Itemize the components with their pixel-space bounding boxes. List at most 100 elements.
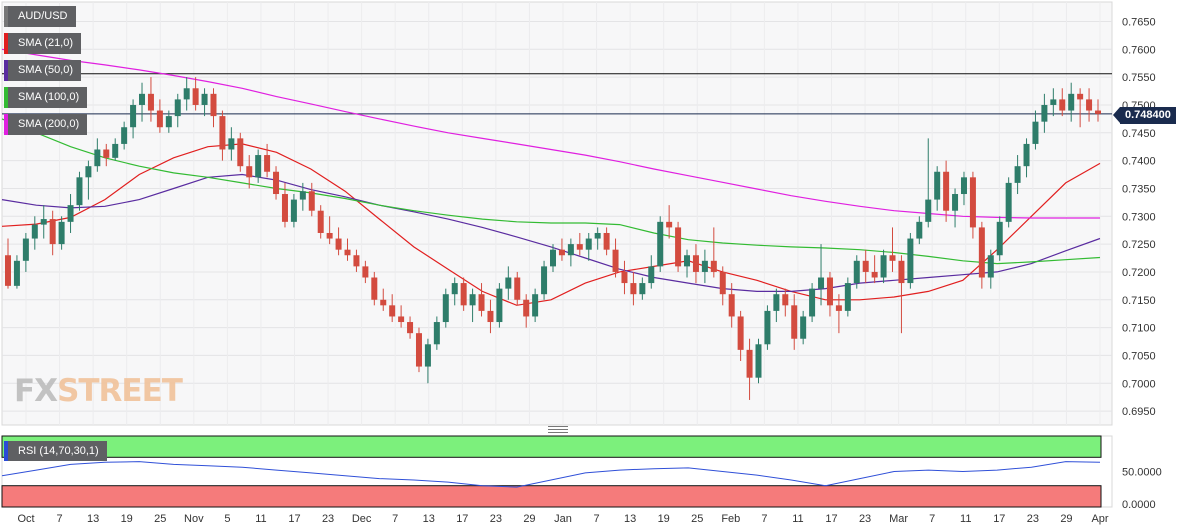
y-tick-label: 0.6950	[1122, 406, 1156, 418]
candle-body	[308, 191, 315, 211]
candle-body	[76, 177, 83, 206]
candle-body	[192, 88, 199, 105]
x-tick-label: 17	[288, 513, 300, 525]
candle-body	[22, 238, 29, 261]
x-tick-label: 29	[1060, 513, 1072, 525]
candle-body	[585, 238, 592, 250]
legend-symbol: AUD/USD	[4, 6, 76, 27]
candle-body	[719, 271, 726, 295]
candle-body	[389, 305, 396, 317]
x-tick-label: Feb	[721, 513, 740, 525]
candle-body	[978, 227, 985, 278]
candle-body	[898, 260, 905, 284]
candle-body	[94, 149, 101, 167]
candle-body	[880, 255, 887, 278]
candle-body	[907, 238, 914, 284]
y-tick-label: 0.7600	[1122, 44, 1156, 56]
candle-body	[675, 227, 682, 267]
x-tick-label: Nov	[184, 513, 204, 525]
candle-body	[219, 116, 226, 150]
candle-body	[514, 277, 521, 300]
x-tick-label: 7	[929, 513, 935, 525]
candle-body	[639, 283, 646, 295]
candle-body	[630, 283, 637, 295]
candle-body	[612, 249, 619, 272]
candle-body	[1032, 121, 1039, 144]
rsi-y-tick-label: 50.0000	[1122, 467, 1162, 479]
candle-body	[889, 255, 896, 261]
candle-body	[692, 255, 699, 272]
x-tick-label: 7	[594, 513, 600, 525]
candle-body	[1068, 93, 1075, 111]
candle-body	[67, 205, 74, 222]
candle-body	[40, 219, 47, 225]
candle-body	[442, 294, 449, 323]
plot-area	[1, 1, 1113, 426]
last-price-tag: 0.748400	[1113, 107, 1176, 124]
candle-body	[925, 199, 932, 222]
candle-body	[255, 155, 262, 178]
x-tick-label: Oct	[17, 513, 34, 525]
x-tick-label: 17	[825, 513, 837, 525]
x-tick-label: 7	[57, 513, 63, 525]
rsi-oversold-zone	[1, 485, 1102, 508]
candle-body	[344, 249, 351, 256]
y-tick-label: 0.7300	[1122, 211, 1156, 223]
x-tick-label: 7	[392, 513, 398, 525]
candle-body	[165, 116, 172, 128]
candle-body	[1005, 182, 1012, 222]
candle-body	[228, 138, 235, 150]
candle-body	[264, 155, 271, 172]
candle-body	[800, 316, 807, 339]
candle-body	[362, 266, 369, 278]
candle-body	[952, 194, 959, 211]
candle-body	[281, 194, 288, 222]
x-tick-label: 23	[322, 513, 334, 525]
candle-body	[960, 177, 967, 195]
candle-body	[737, 316, 744, 350]
candle-body	[156, 110, 163, 128]
rsi-y-tick-label: 0.0000	[1122, 499, 1156, 511]
candle-body	[1059, 99, 1066, 111]
x-tick-label: 25	[691, 513, 703, 525]
x-tick-label: 5	[224, 513, 230, 525]
sma-line	[1, 118, 1101, 265]
candle-body	[1095, 110, 1101, 114]
candle-body	[58, 221, 65, 245]
candle-body	[5, 255, 11, 286]
candle-body	[684, 255, 691, 267]
pane-resize-handle[interactable]	[548, 426, 568, 433]
x-tick-label: 29	[523, 513, 535, 525]
sma-line	[1, 143, 1101, 306]
candle-body	[862, 260, 869, 272]
y-tick-label: 0.7350	[1122, 183, 1156, 195]
y-tick-label: 0.7650	[1122, 16, 1156, 28]
x-tick-label: 13	[423, 513, 435, 525]
x-tick-label: 19	[658, 513, 670, 525]
candle-body	[701, 260, 708, 272]
candle-body	[934, 171, 941, 200]
candle-body	[728, 294, 735, 317]
x-tick-label: 13	[624, 513, 636, 525]
rsi-line	[1, 461, 1101, 488]
legend-sma200: SMA (200,0)	[4, 114, 88, 135]
candle-body	[791, 305, 798, 339]
candle-body	[532, 294, 539, 317]
candle-body	[523, 299, 530, 317]
candle-body	[943, 171, 950, 211]
x-tick-label: 7	[761, 513, 767, 525]
candle-body	[451, 283, 458, 295]
candle-body	[407, 322, 414, 334]
candle-body	[1023, 143, 1030, 167]
candle-body	[853, 260, 860, 284]
candle-body	[657, 221, 664, 267]
candle-body	[969, 177, 976, 228]
candle-body	[746, 349, 753, 378]
candle-body	[85, 166, 92, 178]
candle-body	[648, 266, 655, 284]
candle-body	[782, 294, 789, 306]
x-tick-label: Jan	[554, 513, 572, 525]
candle-body	[353, 255, 360, 267]
candle-body	[558, 249, 565, 256]
